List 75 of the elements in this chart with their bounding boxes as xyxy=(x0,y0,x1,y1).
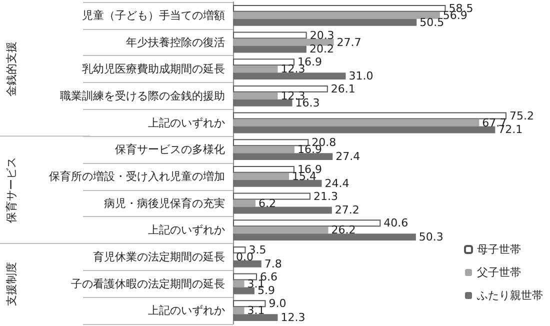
y-tick-label: 職業訓練を受ける際の金銭的援助 xyxy=(60,89,225,102)
legend-label: 母子世帯 xyxy=(477,243,521,256)
y-tick-label: 病児・病後児保育の充実 xyxy=(104,196,225,210)
bar xyxy=(233,126,496,134)
data-label: 27.7 xyxy=(336,36,362,49)
bar xyxy=(233,153,333,160)
data-label: 12.3 xyxy=(280,62,306,76)
bar xyxy=(233,226,328,234)
bar xyxy=(233,139,309,146)
bar xyxy=(233,246,246,254)
data-label: 75.2 xyxy=(509,109,534,122)
bar xyxy=(233,92,278,100)
bar xyxy=(233,180,322,187)
data-label: 20.2 xyxy=(309,42,334,56)
bar xyxy=(233,4,446,12)
bar xyxy=(233,172,289,180)
bar xyxy=(233,280,244,288)
bar xyxy=(233,234,416,241)
bar xyxy=(233,32,307,39)
bar xyxy=(233,166,294,173)
bar xyxy=(233,119,480,126)
y-tick-label: 乳幼児医療費助成期間の延長 xyxy=(82,62,225,76)
bar xyxy=(233,300,266,308)
y-tick-label: 育児休業の法定期間の延長 xyxy=(93,250,225,264)
data-label: 24.4 xyxy=(324,176,350,190)
bar xyxy=(233,66,278,73)
bar xyxy=(233,200,256,207)
bar xyxy=(233,146,294,154)
bar xyxy=(233,192,310,200)
bar xyxy=(233,220,381,227)
bar xyxy=(233,38,334,46)
data-label: 40.6 xyxy=(384,216,408,230)
y-tick-label: 児童（子ども）手当ての増額 xyxy=(82,8,225,22)
bar xyxy=(233,287,254,294)
bar xyxy=(233,46,306,53)
data-label: 31.0 xyxy=(348,70,374,83)
legend-label: 父子世帯 xyxy=(477,266,521,279)
data-label: 21.3 xyxy=(313,190,338,203)
data-label: 0.0 xyxy=(236,250,254,264)
data-label: 5.9 xyxy=(257,284,275,298)
bar xyxy=(233,58,294,66)
data-label: 27.4 xyxy=(336,150,360,164)
bar xyxy=(233,72,346,80)
bar xyxy=(233,260,262,268)
bar xyxy=(233,18,417,26)
data-label: 6.2 xyxy=(258,196,276,210)
data-label: 3.1 xyxy=(247,304,265,318)
data-label: 26.1 xyxy=(330,82,356,96)
y-tick-label: 保育サービスの多様化 xyxy=(115,143,225,156)
data-label: 9.0 xyxy=(268,297,286,310)
text: 金銭的支援 xyxy=(5,42,18,97)
text: 支援制度 xyxy=(5,262,18,306)
text: 保育サービス xyxy=(5,156,18,223)
bar xyxy=(233,85,328,92)
y-tick-label: 保育所の増設・受け入れ児童の増加 xyxy=(49,170,225,183)
bar xyxy=(233,206,332,214)
data-label: 50.3 xyxy=(418,230,444,244)
bar xyxy=(233,112,506,120)
data-label: 7.8 xyxy=(264,257,282,270)
data-label: 20.3 xyxy=(310,28,334,42)
bar xyxy=(233,12,440,19)
y-tick-label: 子の看護休暇の法定期間の延長 xyxy=(71,277,225,290)
data-label: 27.2 xyxy=(334,204,360,217)
legend-label: ふたり親世帯 xyxy=(476,289,543,302)
bar xyxy=(233,99,292,106)
y-tick-label: 上記のいずれか xyxy=(148,224,225,237)
bar xyxy=(233,314,278,322)
bar xyxy=(233,307,244,314)
y-tick-label: 上記のいずれか xyxy=(148,116,225,130)
data-label: 12.3 xyxy=(280,311,306,324)
y-tick-label: 年少扶養控除の復活 xyxy=(126,36,225,49)
data-label: 50.5 xyxy=(420,16,444,29)
data-label: 26.2 xyxy=(331,224,356,237)
y-tick-label: 上記のいずれか xyxy=(148,304,225,318)
bar xyxy=(233,273,257,280)
